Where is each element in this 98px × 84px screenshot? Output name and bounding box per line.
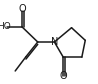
Text: N: N xyxy=(51,37,58,47)
Text: O: O xyxy=(18,4,26,14)
Text: O: O xyxy=(59,71,67,81)
Text: HO: HO xyxy=(0,22,11,31)
